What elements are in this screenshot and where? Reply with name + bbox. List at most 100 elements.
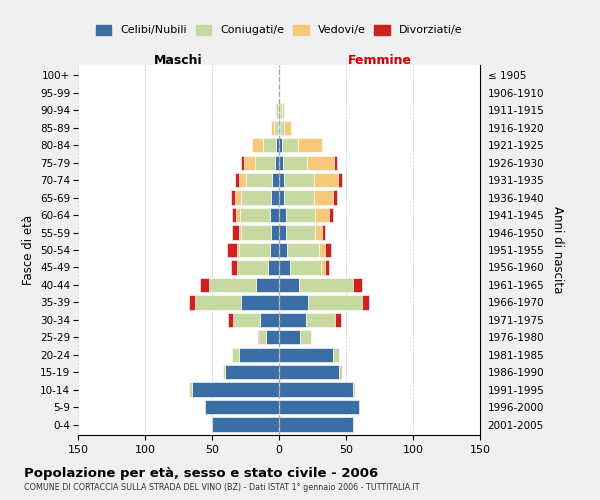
Text: Maschi: Maschi <box>154 54 203 66</box>
Bar <box>298 138 322 152</box>
Bar <box>235 190 241 205</box>
Bar <box>256 278 279 292</box>
Bar <box>308 295 362 310</box>
Bar <box>279 295 308 310</box>
Bar <box>334 156 337 170</box>
Bar <box>255 156 275 170</box>
Bar <box>238 260 268 274</box>
Bar <box>231 190 235 205</box>
Bar <box>236 208 240 222</box>
Bar <box>227 243 238 257</box>
Bar <box>353 278 362 292</box>
Bar <box>322 226 325 239</box>
Bar <box>271 226 279 239</box>
Bar <box>279 138 281 152</box>
Bar <box>283 156 307 170</box>
Bar <box>280 120 284 135</box>
Bar <box>200 278 209 292</box>
Bar <box>299 278 353 292</box>
Bar <box>244 156 255 170</box>
Bar <box>239 226 241 239</box>
Bar <box>232 348 239 362</box>
Bar <box>231 260 238 274</box>
Bar <box>233 312 260 327</box>
Bar <box>239 243 269 257</box>
Text: Femmine: Femmine <box>347 54 412 66</box>
Bar <box>279 243 287 257</box>
Bar <box>275 103 277 118</box>
Bar <box>315 226 322 239</box>
Bar <box>306 312 335 327</box>
Bar <box>362 295 369 310</box>
Bar <box>307 156 334 170</box>
Bar <box>194 295 241 310</box>
Bar <box>232 208 236 222</box>
Bar <box>287 243 319 257</box>
Bar <box>279 400 359 414</box>
Bar <box>335 312 341 327</box>
Bar <box>329 208 332 222</box>
Bar <box>279 208 286 222</box>
Bar <box>189 295 194 310</box>
Bar <box>314 173 338 188</box>
Bar <box>269 243 279 257</box>
Bar <box>279 156 283 170</box>
Bar <box>275 156 279 170</box>
Bar <box>259 330 266 344</box>
Legend: Celibi/Nubili, Coniugati/e, Vedovi/e, Divorziati/e: Celibi/Nubili, Coniugati/e, Vedovi/e, Di… <box>94 22 464 38</box>
Bar <box>284 173 314 188</box>
Bar <box>320 260 325 274</box>
Bar <box>257 330 259 344</box>
Bar <box>239 173 245 188</box>
Bar <box>260 312 279 327</box>
Bar <box>223 365 226 380</box>
Bar <box>272 173 279 188</box>
Bar <box>279 173 284 188</box>
Bar <box>266 330 279 344</box>
Bar <box>226 365 279 380</box>
Bar <box>332 348 340 362</box>
Bar <box>353 382 355 397</box>
Bar <box>241 226 271 239</box>
Text: Popolazione per età, sesso e stato civile - 2006: Popolazione per età, sesso e stato civil… <box>24 468 378 480</box>
Bar <box>279 418 353 432</box>
Bar <box>245 173 272 188</box>
Bar <box>279 120 280 135</box>
Bar <box>281 138 298 152</box>
Bar <box>205 400 279 414</box>
Bar <box>240 208 269 222</box>
Bar <box>278 103 279 118</box>
Bar <box>279 312 306 327</box>
Bar <box>281 103 284 118</box>
Bar <box>189 382 192 397</box>
Bar <box>286 226 315 239</box>
Bar <box>212 418 279 432</box>
Bar <box>238 243 239 257</box>
Bar <box>271 190 279 205</box>
Bar <box>315 208 329 222</box>
Bar <box>241 190 271 205</box>
Bar <box>263 138 277 152</box>
Bar <box>279 226 286 239</box>
Bar <box>314 190 332 205</box>
Bar <box>274 120 278 135</box>
Bar <box>228 312 233 327</box>
Bar <box>319 243 325 257</box>
Bar <box>192 382 279 397</box>
Bar <box>325 243 331 257</box>
Bar <box>340 365 342 380</box>
Bar <box>286 208 315 222</box>
Bar <box>235 173 239 188</box>
Bar <box>269 208 279 222</box>
Bar <box>284 120 291 135</box>
Bar <box>284 190 314 205</box>
Bar <box>279 103 280 118</box>
Bar <box>252 138 263 152</box>
Bar <box>271 120 274 135</box>
Bar <box>268 260 279 274</box>
Bar <box>209 278 256 292</box>
Bar <box>277 138 279 152</box>
Bar <box>301 330 311 344</box>
Bar <box>325 260 329 274</box>
Bar <box>277 103 278 118</box>
